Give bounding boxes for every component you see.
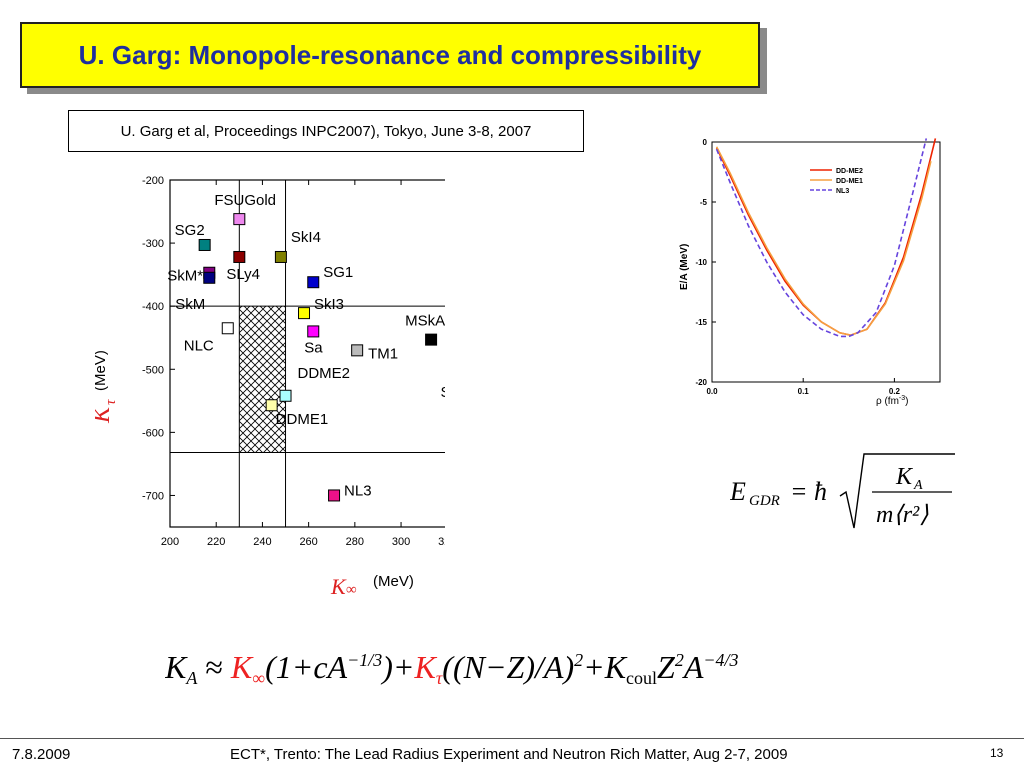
point-label-sly4: SLy4 bbox=[226, 266, 260, 283]
point-label-sg1: SG1 bbox=[323, 264, 353, 281]
point-sa bbox=[307, 325, 320, 338]
x-tick-label: 220 bbox=[207, 536, 225, 548]
inset-y-tick-label: -10 bbox=[695, 258, 707, 267]
x-tick-label: 320 bbox=[438, 536, 445, 548]
point-sg2 bbox=[198, 238, 211, 251]
series-line-nl3 bbox=[715, 138, 928, 338]
y-tick-label: -600 bbox=[142, 427, 164, 439]
svg-text:KA ≈ K∞(1+cA−1/3)+Kτ((N−Z)/A)2: KA ≈ K∞(1+cA−1/3)+Kτ((N−Z)/A)2+KcoulZ2A−… bbox=[165, 649, 739, 688]
inset-x-tick-label: 0.1 bbox=[798, 387, 810, 396]
x-axis-label-unit: (MeV) bbox=[373, 573, 414, 590]
x-tick-label: 300 bbox=[392, 536, 410, 548]
egdr-sub: GDR bbox=[749, 493, 780, 509]
point-label-ski4: SkI4 bbox=[291, 229, 321, 246]
point-label-skm: SkM bbox=[175, 296, 205, 313]
point-tm1 bbox=[351, 344, 364, 357]
y-axis-label-subscript: τ bbox=[103, 399, 119, 405]
point-nl3 bbox=[328, 489, 341, 502]
point-label-skm: SkM* bbox=[167, 268, 203, 285]
egdr-num-sub: A bbox=[913, 478, 923, 493]
point-ddme2 bbox=[279, 389, 292, 402]
footer-event: ECT*, Trento: The Lead Radius Experiment… bbox=[230, 746, 788, 763]
point-mska bbox=[425, 333, 438, 346]
inset-x-axis-label: ρ (fm-3) bbox=[876, 395, 908, 407]
page-number: 13 bbox=[990, 746, 1004, 760]
x-axis-label-subscript: ∞ bbox=[346, 582, 357, 595]
x-tick-label: 200 bbox=[161, 536, 179, 548]
point-ddme1 bbox=[265, 399, 278, 412]
point-ski3 bbox=[298, 307, 311, 320]
slide-title: U. Garg: Monopole-resonance and compress… bbox=[78, 39, 702, 70]
point-fsugold bbox=[233, 213, 246, 226]
y-tick-label: -200 bbox=[142, 175, 164, 187]
reference-box: U. Garg et al, Proceedings INPC2007), To… bbox=[68, 110, 584, 152]
inset-x-tick-label: 0.0 bbox=[706, 387, 718, 396]
inset-x-tick-label: 0.2 bbox=[889, 387, 901, 396]
point-label-sa: Sa bbox=[304, 339, 323, 356]
point-label-s4: S4 bbox=[441, 384, 445, 401]
inset-y-axis-label: E/A (MeV) bbox=[679, 244, 690, 290]
y-tick-label: -300 bbox=[142, 238, 164, 250]
point-label-nl3: NL3 bbox=[344, 482, 372, 499]
egdr-formula: E GDR = ħ K A m⟨r²⟩ bbox=[730, 453, 955, 529]
title-box: U. Garg: Monopole-resonance and compress… bbox=[20, 22, 760, 88]
point-label-mska: MSkA bbox=[405, 313, 445, 330]
ka-formula: KA ≈ K∞(1+cA−1/3)+Kτ((N−Z)/A)2+KcoulZ2A−… bbox=[165, 649, 739, 688]
point-skm bbox=[203, 271, 216, 284]
footer-date: 7.8.2009 bbox=[12, 746, 71, 763]
x-tick-label: 280 bbox=[346, 536, 364, 548]
egdr-num: K bbox=[895, 464, 914, 490]
compressibility-scatter-chart: FSUGold SG2 SkM* SkM SLy4 SkI4 SG1 SkI3 NLC Sa TM1… bbox=[95, 175, 445, 595]
point-label-ddme2: DDME2 bbox=[298, 365, 351, 382]
point-label-ddme1: DDME1 bbox=[276, 411, 329, 428]
legend-label-ddme2: DD-ME2 bbox=[836, 168, 863, 175]
inset-y-tick-label: -15 bbox=[695, 318, 707, 327]
y-axis-label-symbol: K bbox=[95, 405, 115, 424]
x-tick-label: 240 bbox=[253, 536, 271, 548]
reference-text: U. Garg et al, Proceedings INPC2007), To… bbox=[120, 122, 532, 140]
y-tick-label: -500 bbox=[142, 364, 164, 376]
point-label-ski3: SkI3 bbox=[314, 296, 344, 313]
egdr-lhs: E bbox=[730, 477, 746, 506]
y-tick-label: -400 bbox=[142, 301, 164, 313]
point-label-fsugold: FSUGold bbox=[214, 192, 276, 209]
inset-y-tick-label: 0 bbox=[703, 138, 708, 147]
point-label-tm1: TM1 bbox=[368, 345, 398, 362]
point-ski4 bbox=[274, 250, 287, 263]
series-line-ddme1 bbox=[715, 146, 932, 337]
point-nlc bbox=[221, 322, 234, 335]
inset-y-tick-label: -5 bbox=[700, 198, 708, 207]
x-tick-label: 260 bbox=[299, 536, 317, 548]
legend-label-ddme1: DD-ME1 bbox=[836, 178, 863, 185]
x-axis-label-symbol: K bbox=[330, 574, 347, 595]
egdr-eq: = ħ bbox=[790, 477, 827, 506]
y-axis-label-unit: (MeV) bbox=[95, 350, 109, 391]
inset-y-tick-label: -20 bbox=[695, 378, 707, 387]
point-label-sg2: SG2 bbox=[175, 222, 205, 239]
egdr-den: m⟨r²⟩ bbox=[876, 502, 929, 528]
hatched-region bbox=[239, 306, 286, 453]
eos-energy-chart: 0.0 0.1 0.2 0 -5 -10 -15 -20 DD-ME2 DD-ME1 NL3 E/… bbox=[670, 132, 1000, 412]
point-label-nlc: NLC bbox=[184, 337, 214, 354]
legend-label-nl3: NL3 bbox=[836, 188, 849, 195]
y-tick-label: -700 bbox=[142, 490, 164, 502]
point-sly4 bbox=[233, 250, 246, 263]
footer-divider bbox=[0, 738, 1024, 739]
plot-frame bbox=[169, 179, 445, 528]
point-sg1 bbox=[307, 276, 320, 289]
